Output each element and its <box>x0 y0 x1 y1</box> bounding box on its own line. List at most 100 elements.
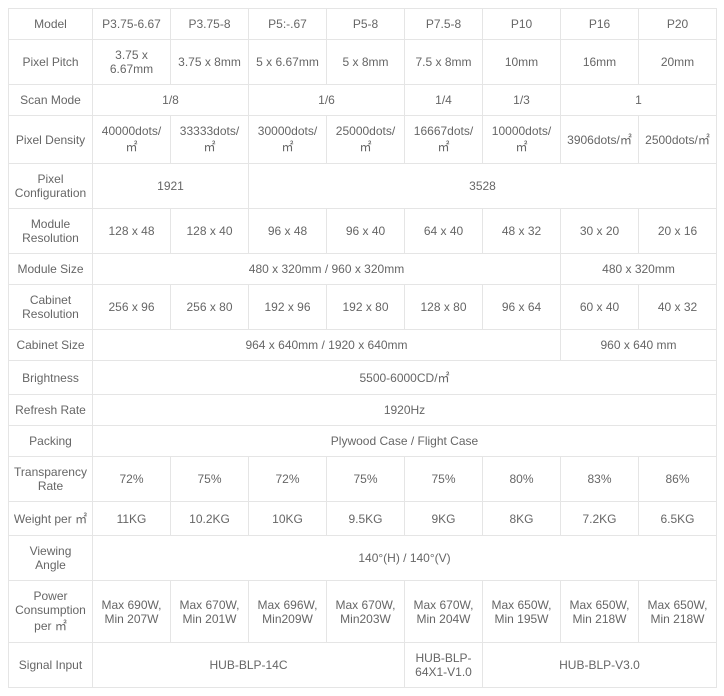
row-pixel-density: Pixel Density 40000dots/㎡ 33333dots/㎡ 30… <box>9 116 717 164</box>
row-label: Scan Mode <box>9 85 93 116</box>
row-label: Pixel Density <box>9 116 93 164</box>
cell: Max 690W, Min 207W <box>93 581 171 643</box>
cell: 10mm <box>483 40 561 85</box>
cell: 3528 <box>249 164 717 209</box>
cell: 83% <box>561 457 639 502</box>
cell: 16667dots/㎡ <box>405 116 483 164</box>
row-module-res: Module Resolution 128 x 48 128 x 40 96 x… <box>9 209 717 254</box>
row-label: Cabinet Size <box>9 330 93 361</box>
row-module-size: Module Size 480 x 320mm / 960 x 320mm 48… <box>9 254 717 285</box>
row-label: Module Resolution <box>9 209 93 254</box>
row-cabinet-res: Cabinet Resolution 256 x 96 256 x 80 192… <box>9 285 717 330</box>
cell: 33333dots/㎡ <box>171 116 249 164</box>
row-label: Weight per ㎡ <box>9 502 93 536</box>
cell: Max 650W, Min 218W <box>561 581 639 643</box>
cell: 960 x 640 mm <box>561 330 717 361</box>
row-label: Pixel Configuration <box>9 164 93 209</box>
cell: 16mm <box>561 40 639 85</box>
cell: P5:-.67 <box>249 9 327 40</box>
cell: 9KG <box>405 502 483 536</box>
cell: 40 x 32 <box>639 285 717 330</box>
row-cabinet-size: Cabinet Size 964 x 640mm / 1920 x 640mm … <box>9 330 717 361</box>
cell: 80% <box>483 457 561 502</box>
cell: 3906dots/㎡ <box>561 116 639 164</box>
cell: 5 x 6.67mm <box>249 40 327 85</box>
cell: Max 696W, Min209W <box>249 581 327 643</box>
cell: 72% <box>249 457 327 502</box>
row-signal: Signal Input HUB-BLP-14C HUB-BLP-64X1-V1… <box>9 643 717 688</box>
cell: Max 670W, Min203W <box>327 581 405 643</box>
cell: 20 x 16 <box>639 209 717 254</box>
cell: 3.75 x 8mm <box>171 40 249 85</box>
row-label: Refresh Rate <box>9 395 93 426</box>
cell: 256 x 80 <box>171 285 249 330</box>
cell: 5500-6000CD/㎡ <box>93 361 717 395</box>
row-label: Packing <box>9 426 93 457</box>
cell: 3.75 x 6.67mm <box>93 40 171 85</box>
cell: 75% <box>405 457 483 502</box>
cell: 480 x 320mm / 960 x 320mm <box>93 254 561 285</box>
cell: HUB-BLP-64X1-V1.0 <box>405 643 483 688</box>
spec-table: Model P3.75-6.67 P3.75-8 P5:-.67 P5-8 P7… <box>8 8 717 688</box>
cell: P20 <box>639 9 717 40</box>
row-scan-mode: Scan Mode 1/8 1/6 1/4 1/3 1 <box>9 85 717 116</box>
row-label: Module Size <box>9 254 93 285</box>
cell: 30000dots/㎡ <box>249 116 327 164</box>
cell: 72% <box>93 457 171 502</box>
cell: 1/4 <box>405 85 483 116</box>
cell: 75% <box>327 457 405 502</box>
cell: HUB-BLP-V3.0 <box>483 643 717 688</box>
cell: 2500dots/㎡ <box>639 116 717 164</box>
cell: 11KG <box>93 502 171 536</box>
row-label: Pixel Pitch <box>9 40 93 85</box>
cell: 10KG <box>249 502 327 536</box>
cell: P16 <box>561 9 639 40</box>
cell: 256 x 96 <box>93 285 171 330</box>
cell: 128 x 48 <box>93 209 171 254</box>
cell: 964 x 640mm / 1920 x 640mm <box>93 330 561 361</box>
cell: 10.2KG <box>171 502 249 536</box>
row-pixel-pitch: Pixel Pitch 3.75 x 6.67mm 3.75 x 8mm 5 x… <box>9 40 717 85</box>
cell: 1921 <box>93 164 249 209</box>
row-model: Model P3.75-6.67 P3.75-8 P5:-.67 P5-8 P7… <box>9 9 717 40</box>
row-label: Brightness <box>9 361 93 395</box>
cell: 8KG <box>483 502 561 536</box>
cell: 9.5KG <box>327 502 405 536</box>
row-label: Cabinet Resolution <box>9 285 93 330</box>
cell: 7.2KG <box>561 502 639 536</box>
cell: P3.75-6.67 <box>93 9 171 40</box>
row-power: Power Consumption per ㎡ Max 690W, Min 20… <box>9 581 717 643</box>
cell: 10000dots/㎡ <box>483 116 561 164</box>
cell: 192 x 96 <box>249 285 327 330</box>
row-packing: Packing Plywood Case / Flight Case <box>9 426 717 457</box>
cell: P3.75-8 <box>171 9 249 40</box>
cell: 64 x 40 <box>405 209 483 254</box>
cell: 1/3 <box>483 85 561 116</box>
cell: 128 x 40 <box>171 209 249 254</box>
cell: HUB-BLP-14C <box>93 643 405 688</box>
row-transparency: Transparency Rate 72% 75% 72% 75% 75% 80… <box>9 457 717 502</box>
cell: 1920Hz <box>93 395 717 426</box>
row-weight: Weight per ㎡ 11KG 10.2KG 10KG 9.5KG 9KG … <box>9 502 717 536</box>
row-brightness: Brightness 5500-6000CD/㎡ <box>9 361 717 395</box>
cell: 7.5 x 8mm <box>405 40 483 85</box>
cell: 25000dots/㎡ <box>327 116 405 164</box>
cell: P5-8 <box>327 9 405 40</box>
cell: 96 x 48 <box>249 209 327 254</box>
row-label: Viewing Angle <box>9 536 93 581</box>
cell: Plywood Case / Flight Case <box>93 426 717 457</box>
cell: 40000dots/㎡ <box>93 116 171 164</box>
cell: P10 <box>483 9 561 40</box>
cell: 5 x 8mm <box>327 40 405 85</box>
row-label: Power Consumption per ㎡ <box>9 581 93 643</box>
cell: P7.5-8 <box>405 9 483 40</box>
model-label: Model <box>9 9 93 40</box>
row-refresh: Refresh Rate 1920Hz <box>9 395 717 426</box>
cell: 75% <box>171 457 249 502</box>
row-pixel-config: Pixel Configuration 1921 3528 <box>9 164 717 209</box>
cell: 48 x 32 <box>483 209 561 254</box>
cell: 140°(H) / 140°(V) <box>93 536 717 581</box>
cell: Max 670W, Min 204W <box>405 581 483 643</box>
cell: 20mm <box>639 40 717 85</box>
cell: 1 <box>561 85 717 116</box>
